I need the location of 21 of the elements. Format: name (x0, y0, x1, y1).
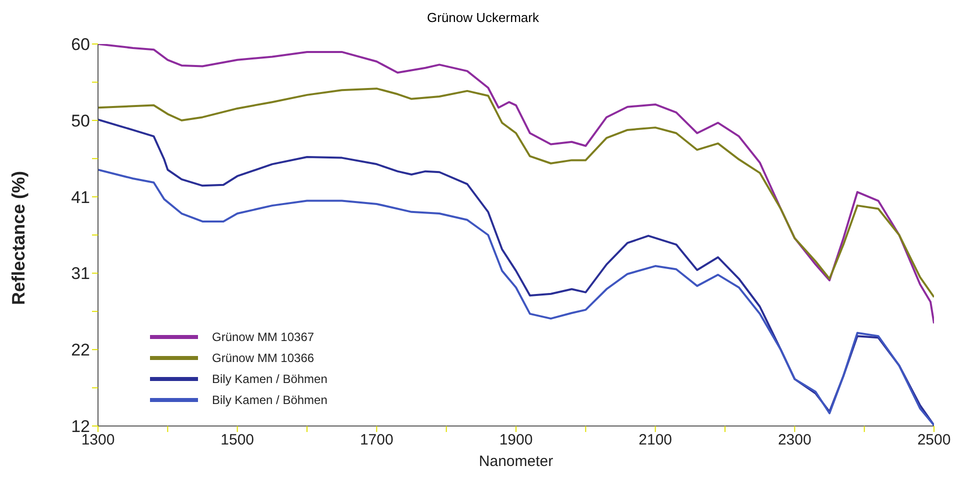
y-tick-label: 60 (71, 35, 90, 54)
legend-label: Bily Kamen / Böhmen (212, 392, 328, 406)
x-tick-label: 1900 (499, 432, 533, 449)
legend-label: Grünow MM 10366 (212, 350, 314, 364)
x-tick-label: 1300 (81, 432, 115, 449)
x-tick-label: 1700 (360, 432, 394, 449)
x-tick-label: 2100 (638, 432, 672, 449)
y-axis-title: Reflectance (%) (8, 170, 28, 305)
line-series (98, 88, 934, 298)
y-tick-label: 41 (71, 188, 90, 207)
x-tick-label: 1500 (220, 432, 254, 449)
x-tick-label: 2300 (778, 432, 812, 449)
legend-label: Grünow MM 10367 (212, 330, 314, 344)
x-axis-title: Nanometer (478, 453, 554, 470)
x-tick-label: 2500 (917, 432, 951, 449)
y-tick-label: 31 (71, 264, 90, 284)
y-tick-label: 22 (71, 340, 90, 360)
line-series (98, 44, 934, 324)
y-tick-label: 50 (71, 111, 90, 130)
chart-title: Grünow Uckermark (426, 9, 540, 27)
legend-label: Bily Kamen / Böhmen (212, 372, 328, 386)
